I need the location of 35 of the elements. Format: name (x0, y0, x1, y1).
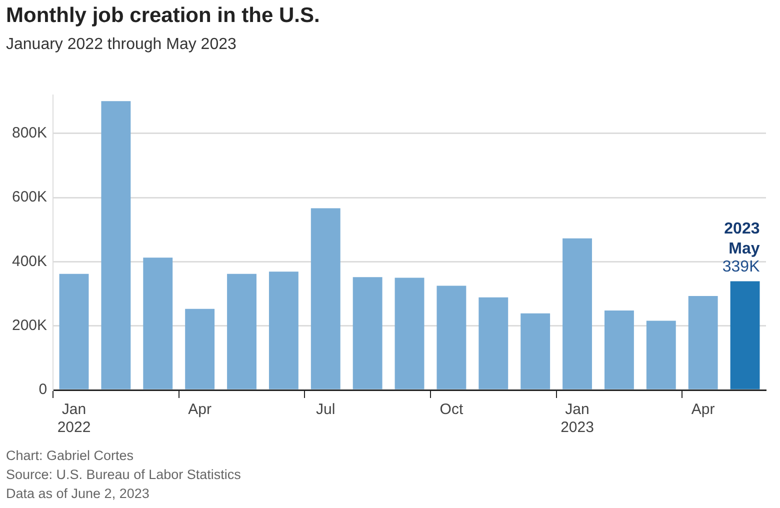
y-tick-label: 600K (12, 188, 48, 206)
bar (352, 277, 382, 390)
bar (101, 101, 131, 390)
bar (143, 258, 173, 390)
bar (436, 286, 466, 390)
bar (394, 278, 424, 390)
bar (185, 308, 215, 390)
data-label: 339K (722, 258, 760, 276)
annotation: 2023 May (724, 220, 760, 258)
x-tick-label: Jul (316, 401, 336, 418)
y-tick-label: 0 (38, 381, 48, 398)
bar (227, 274, 256, 390)
bar (268, 272, 298, 390)
bar (59, 274, 89, 390)
source-note: Source: U.S. Bureau of Labor Statistics (6, 466, 241, 484)
bar (646, 320, 676, 390)
text: Chart: Gabriel Cortes (6, 447, 135, 465)
y-tick-label: 200K (12, 317, 48, 334)
bar (520, 313, 550, 390)
x-tick-label: Jan 2023 (560, 401, 594, 436)
x-tick-label: Apr (691, 401, 715, 418)
chart-subtitle: January 2022 through May 2023 (6, 36, 236, 54)
bar (310, 208, 340, 390)
y-tick-label: 400K (12, 252, 48, 270)
bar (730, 281, 760, 390)
y-tick-label: 800K (12, 124, 48, 142)
chart-title: Monthly job creation in the U.S. (6, 4, 320, 28)
bar (478, 297, 508, 390)
x-tick-label: Apr (188, 401, 212, 418)
bar (688, 296, 718, 390)
text: Data as of June 2, 2023 (6, 485, 150, 503)
bar (604, 310, 634, 390)
x-tick-label: Jan 2022 (57, 401, 91, 436)
bar (562, 238, 592, 390)
x-tick-label: Oct (440, 401, 464, 418)
